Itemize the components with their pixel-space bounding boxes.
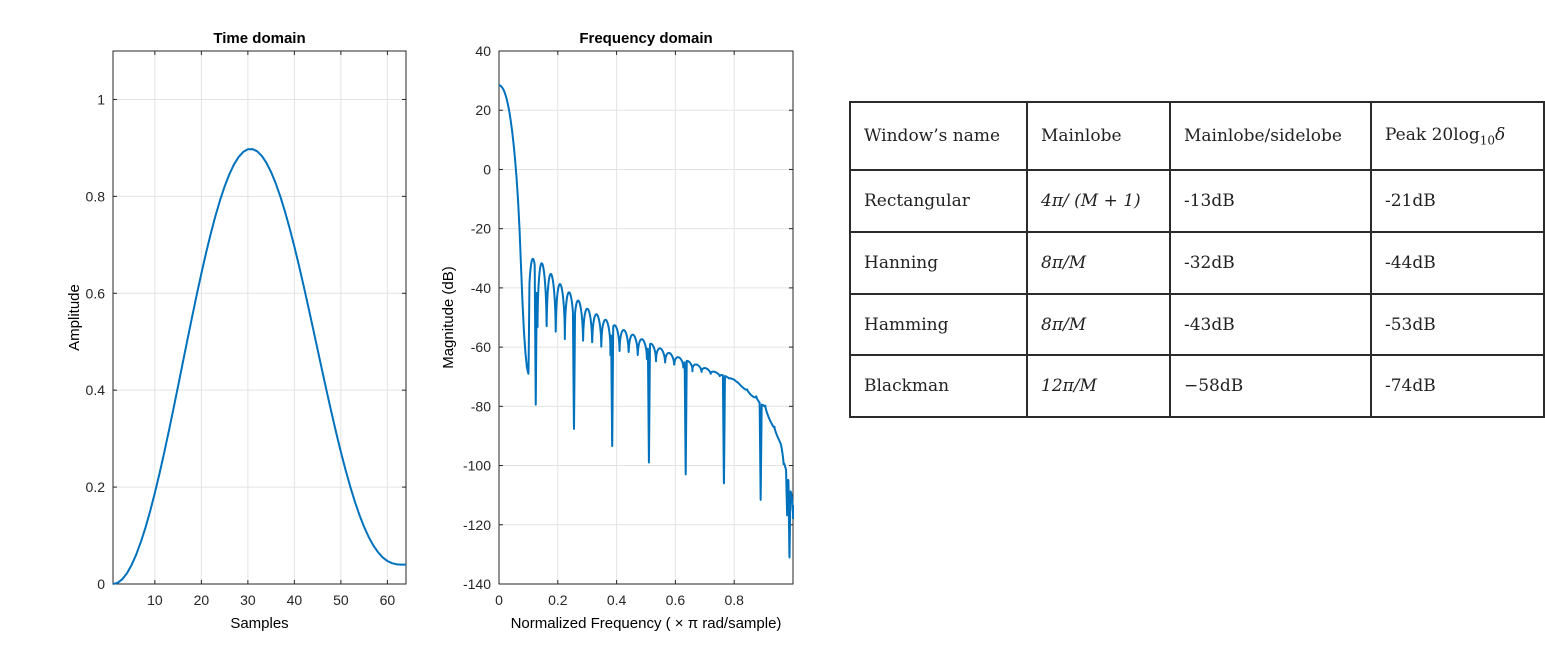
header-peak-subscript: 10 (1479, 133, 1496, 148)
cell-ratio: -13dB (1169, 169, 1372, 234)
charts-figure: 10 20 30 40 50 60 0 0.2 0.4 0.6 0.8 1 Time domain Sam… (66, 30, 794, 632)
x-tick-label: 10 (147, 592, 163, 608)
table-row: Hanning 8π/M -32dB -44dB (849, 231, 1545, 295)
table-row: Blackman 12π/M −58dB -74dB (849, 354, 1545, 418)
window-comparison-table: Window’s name Mainlobe Mainlobe/sidelobe… (849, 100, 1545, 418)
header-peak-symbol: δ (1495, 124, 1506, 145)
table-row: Hamming 8π/M -43dB -53dB (849, 292, 1545, 357)
axes-box (112, 50, 407, 585)
amplitude-series-line (112, 148, 406, 585)
y-tick-label: -120 (463, 517, 491, 533)
header-mainlobe: Mainlobe (1026, 100, 1171, 172)
cell-mainlobe: 8π/M (1026, 292, 1171, 357)
y-tick-label: -100 (463, 458, 491, 474)
cell-mainlobe: 8π/M (1026, 231, 1171, 295)
x-tick-label: 0.8 (724, 592, 744, 608)
x-tick-label: 40 (287, 592, 303, 608)
header-mainlobe-sidelobe: Mainlobe/sidelobe (1169, 100, 1372, 172)
x-tick-label: 50 (333, 592, 349, 608)
cell-window-name: Blackman (849, 354, 1028, 418)
x-tick-label: 0.4 (607, 592, 627, 608)
y-tick-label: 0.6 (86, 285, 106, 301)
header-peak-text: Peak 20log (1385, 124, 1480, 145)
cell-window-name: Rectangular (849, 169, 1028, 234)
y-axis-label: Amplitude (66, 284, 83, 351)
cell-peak: -21dB (1370, 169, 1545, 234)
cell-window-name: Hamming (849, 292, 1028, 357)
x-tick-label: 30 (240, 592, 256, 608)
chart-title: Time domain (213, 30, 305, 47)
time-domain-chart: 10 20 30 40 50 60 0 0.2 0.4 0.6 0.8 1 Time domain Sam… (66, 30, 407, 632)
y-tick-label: -20 (471, 221, 491, 237)
cell-ratio: −58dB (1169, 354, 1372, 418)
y-tick-label: 0.2 (86, 479, 106, 495)
y-tick-label: 0.4 (86, 382, 106, 398)
y-tick-label: 20 (475, 102, 491, 118)
y-tick-label: 40 (475, 43, 491, 59)
table-row: Rectangular 4π/ (M + 1) -13dB -21dB (849, 169, 1545, 234)
x-tick-label: 0.2 (548, 592, 568, 608)
cell-ratio: -43dB (1169, 292, 1372, 357)
y-tick-label: -60 (471, 339, 491, 355)
x-tick-label: 20 (194, 592, 210, 608)
y-tick-label: 0 (97, 576, 105, 592)
header-window-name: Window’s name (849, 100, 1028, 172)
frequency-domain-chart: 0 0.2 0.4 0.6 0.8 40 20 0 -20 -40 -60 -80 -100 -120 -1… (440, 30, 794, 632)
y-tick-label: -80 (471, 398, 491, 414)
chart-title: Frequency domain (579, 30, 712, 47)
y-axis-label: Magnitude (dB) (440, 266, 457, 369)
header-peak: Peak 20log10δ (1370, 100, 1545, 172)
cell-mainlobe: 4π/ (M + 1) (1026, 169, 1171, 234)
y-tick-label: -140 (463, 576, 491, 592)
x-axis-label: Normalized Frequency ( × π rad/sample) (511, 615, 782, 632)
cell-peak: -44dB (1370, 231, 1545, 295)
axes-box (498, 50, 794, 585)
y-tick-label: 1 (97, 91, 105, 107)
y-tick-label: -40 (471, 280, 491, 296)
cell-ratio: -32dB (1169, 231, 1372, 295)
table-header-row: Window’s name Mainlobe Mainlobe/sidelobe… (849, 100, 1545, 172)
x-tick-label: 0.6 (666, 592, 686, 608)
cell-mainlobe: 12π/M (1026, 354, 1171, 418)
magnitude-series-line (498, 84, 794, 559)
y-tick-label: 0.8 (86, 188, 106, 204)
cell-peak: -74dB (1370, 354, 1545, 418)
cell-window-name: Hanning (849, 231, 1028, 295)
x-axis-label: Samples (230, 615, 288, 632)
y-tick-label: 0 (483, 161, 491, 177)
x-tick-label: 0 (495, 592, 503, 608)
x-tick-label: 60 (380, 592, 396, 608)
cell-peak: -53dB (1370, 292, 1545, 357)
